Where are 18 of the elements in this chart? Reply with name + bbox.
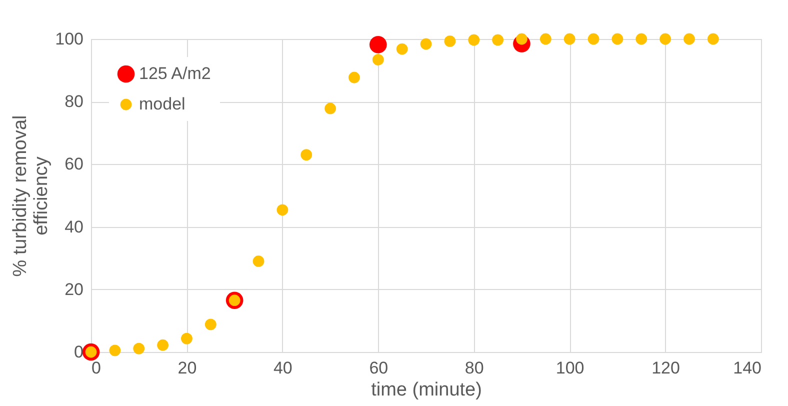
x-tick-label: 40 xyxy=(273,358,292,378)
legend-label: model xyxy=(139,94,186,114)
x-tick-label: 120 xyxy=(652,358,680,378)
x-tick-label: 20 xyxy=(178,358,197,378)
x-tick-label: 140 xyxy=(733,358,762,378)
y-axis-title: % turbidity removal efficiency xyxy=(10,115,52,277)
x-tick-label: 60 xyxy=(369,358,388,378)
y-tick-label: 100 xyxy=(55,30,84,48)
y-tick-label: 40 xyxy=(64,217,84,236)
x-tick-label: 0 xyxy=(92,358,101,378)
y-tick-label: 20 xyxy=(64,280,84,299)
x-tick-label: 100 xyxy=(556,358,584,378)
y-tick-label: 80 xyxy=(64,92,84,112)
y-tick-label: 60 xyxy=(64,154,84,174)
legend-label: 125 A/m2 xyxy=(139,64,211,83)
x-axis-title: time (minute) xyxy=(371,380,482,400)
y-tick-label: 0 xyxy=(74,342,84,362)
x-tick-label: 80 xyxy=(464,358,484,378)
